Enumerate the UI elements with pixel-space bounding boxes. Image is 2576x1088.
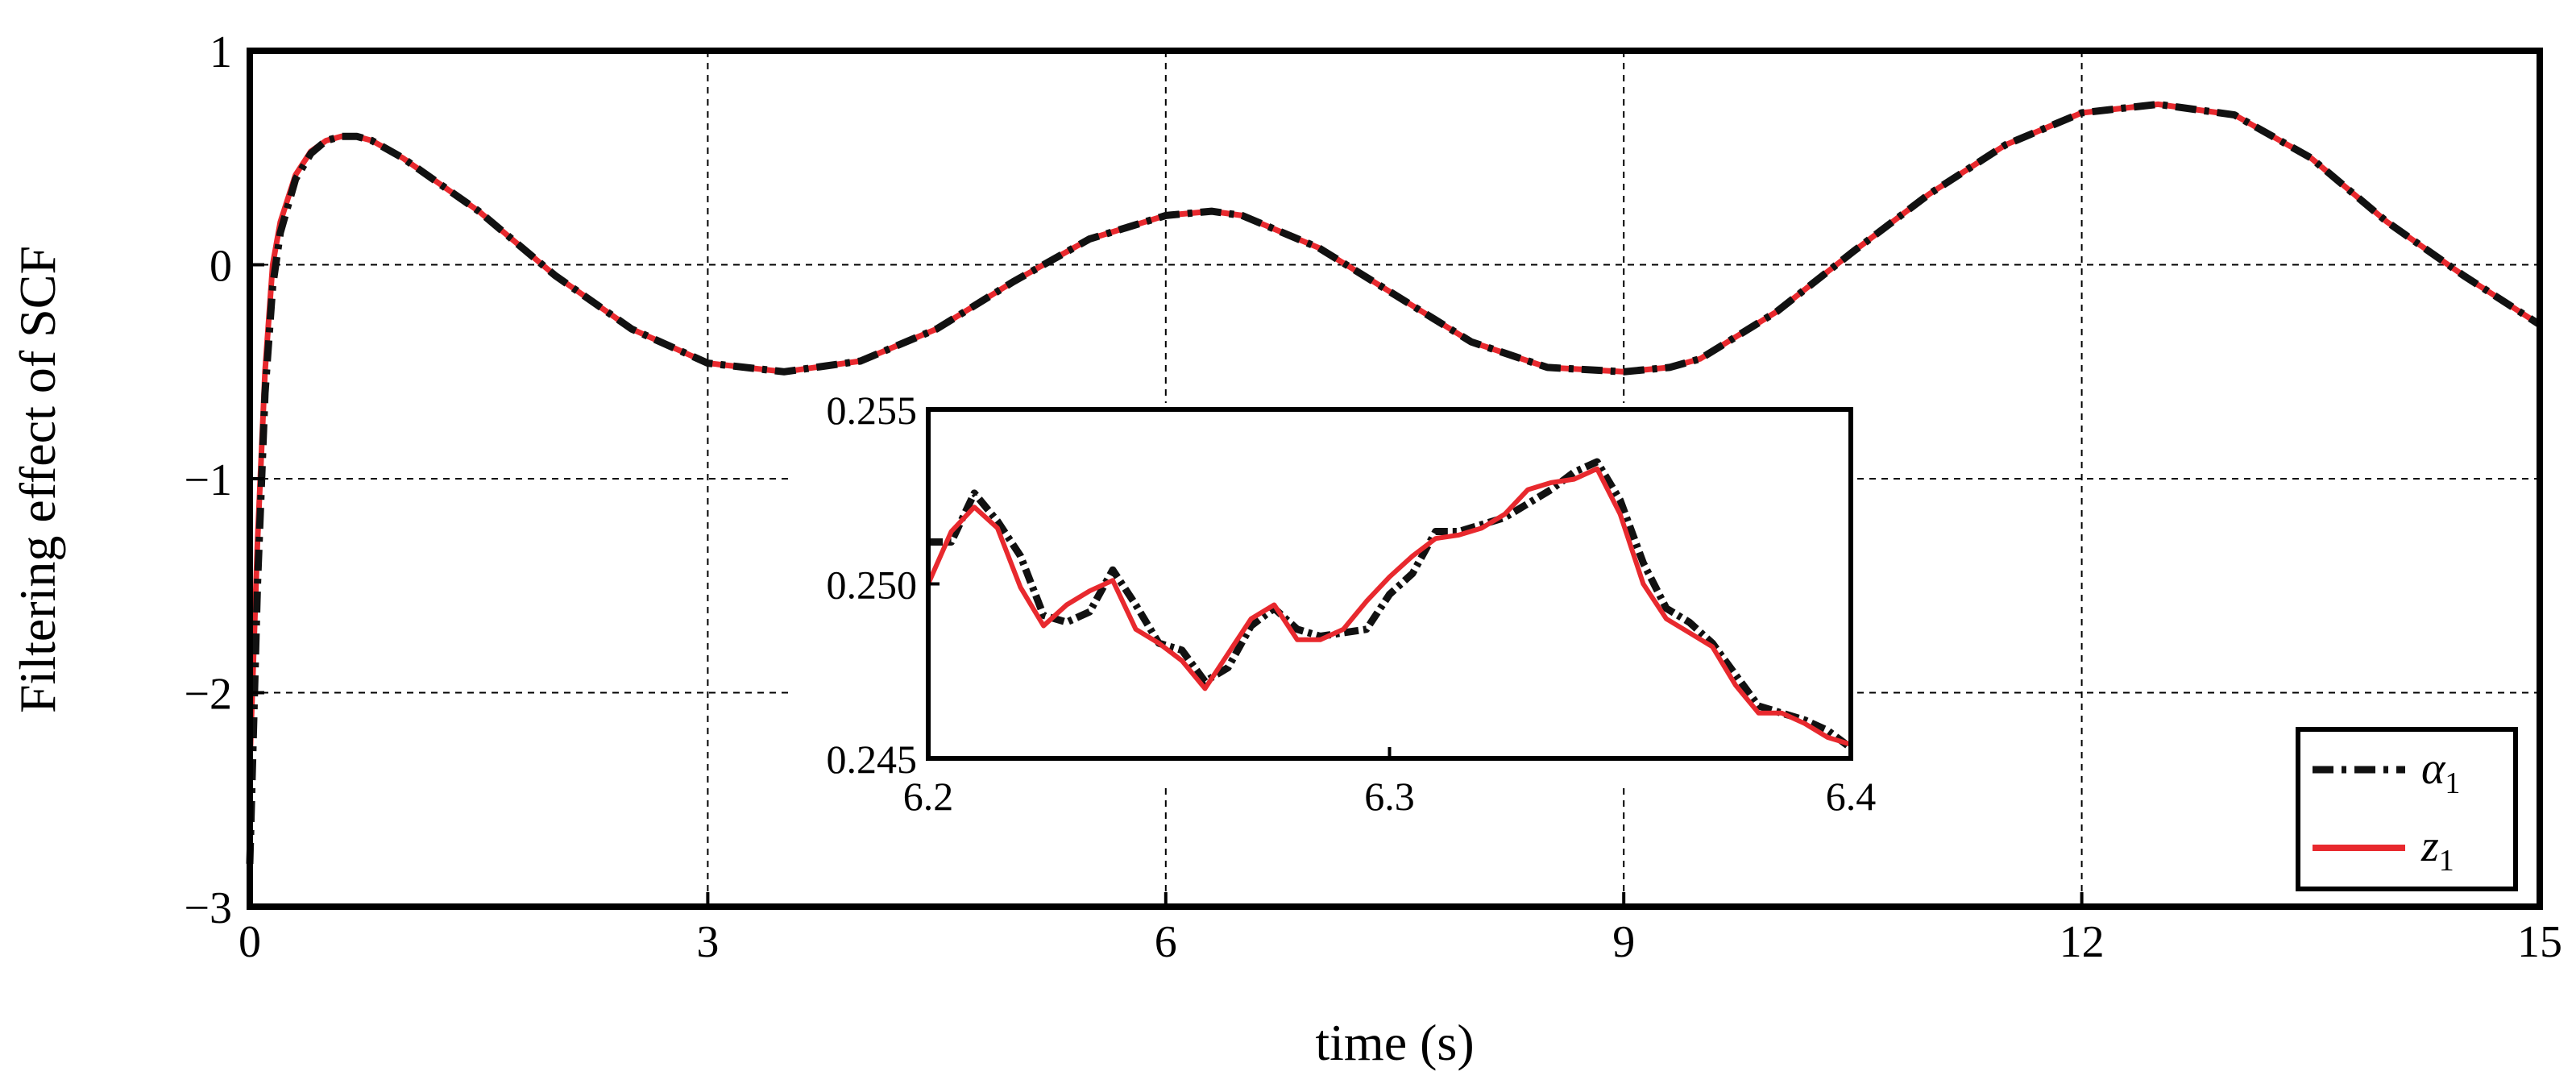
y-tick-label: −3 <box>184 883 232 933</box>
inset-background <box>790 403 1853 786</box>
y-tick-label: −1 <box>184 455 232 505</box>
inset-x-tick-label: 6.2 <box>903 774 954 819</box>
y-tick-label: 1 <box>209 27 232 77</box>
x-axis-title: time (s) <box>1315 1014 1474 1071</box>
inset-y-tick-label: 0.250 <box>827 563 918 608</box>
inset-y-tick-label: 0.255 <box>827 388 918 433</box>
legend-z-symbol: z <box>2420 821 2439 871</box>
x-tick-label: 15 <box>2517 917 2562 967</box>
inset-zoom-plot: 6.2 6.3 6.4 0.255 0.250 0.245 <box>790 388 1876 819</box>
main-series <box>246 100 2543 865</box>
legend-alpha-symbol: α <box>2421 744 2446 794</box>
series-line-alpha <box>246 100 2542 865</box>
inset-y-tick-label: 0.245 <box>827 737 918 782</box>
inset-series-line-alpha <box>928 458 1853 751</box>
inset-series <box>926 458 1853 751</box>
x-tick-label: 0 <box>239 917 261 967</box>
legend-z-subscript: 1 <box>2439 844 2454 878</box>
main-ticks: 0 3 6 9 12 15 1 0 −1 −2 −3 <box>184 27 2562 967</box>
x-tick-label: 3 <box>696 917 719 967</box>
inset-ticks: 6.2 6.3 6.4 0.255 0.250 0.245 <box>827 388 1877 819</box>
inset-x-tick-label: 6.4 <box>1826 774 1877 819</box>
x-tick-label: 6 <box>1155 917 1177 967</box>
legend-box <box>2296 727 2518 891</box>
y-tick-label: 0 <box>209 242 232 292</box>
legend-alpha-subscript: 1 <box>2445 766 2460 800</box>
legend: α1 z1 <box>2296 727 2518 891</box>
legend-label-z: z1 <box>2420 821 2454 878</box>
inset-x-tick-label: 6.3 <box>1364 774 1415 819</box>
y-axis-title: Filtering effect of SCF <box>9 246 66 713</box>
inset-series-line-z <box>926 466 1852 747</box>
x-tick-label: 12 <box>2060 917 2105 967</box>
y-tick-label: −2 <box>184 670 232 720</box>
legend-label-alpha: α1 <box>2421 744 2460 800</box>
x-tick-label: 9 <box>1612 917 1635 967</box>
